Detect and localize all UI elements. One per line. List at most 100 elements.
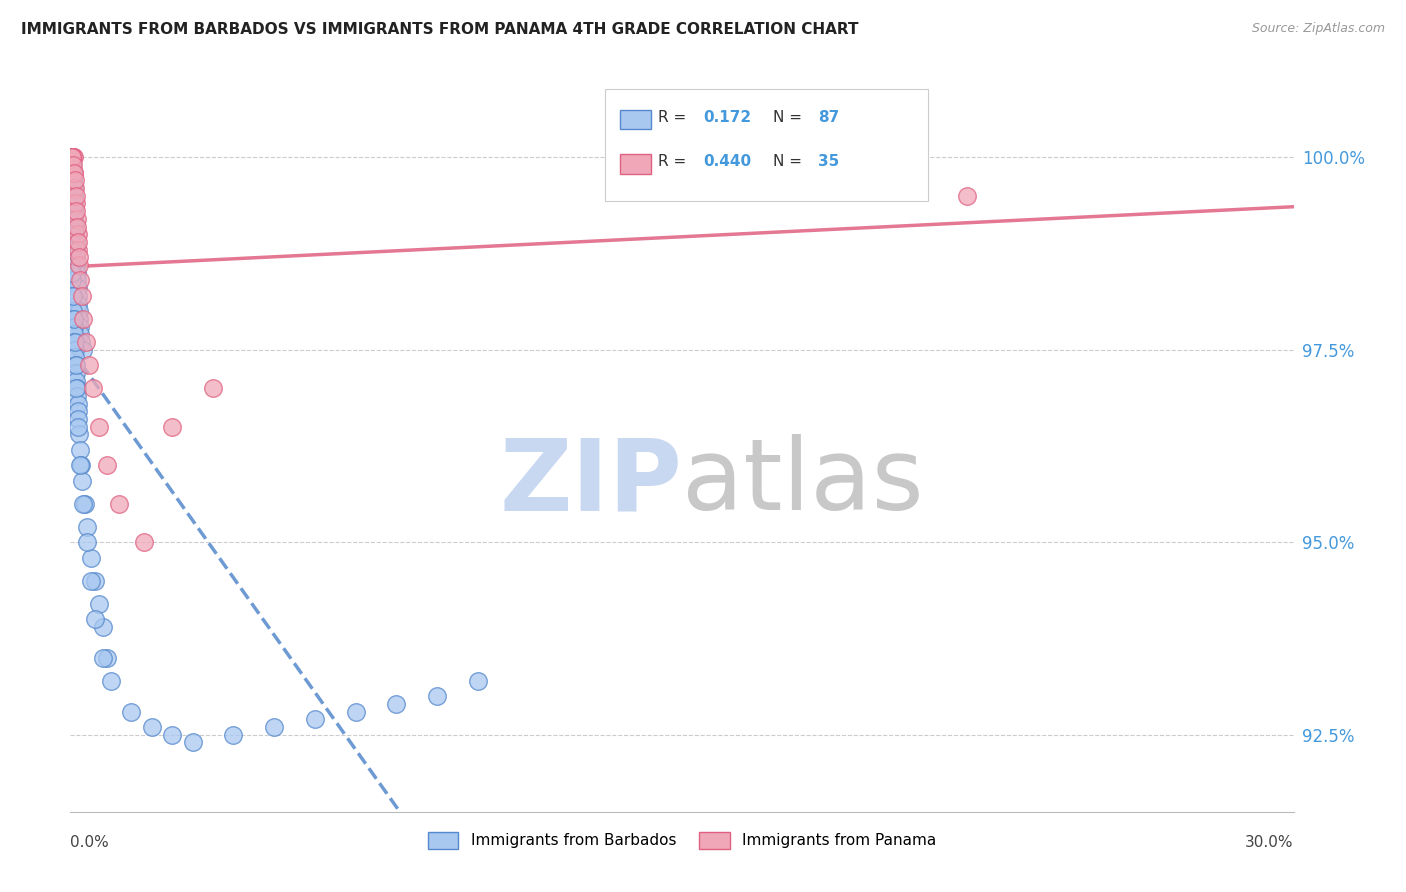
Point	[875, 150, 897, 164]
Point	[344, 705, 367, 719]
Point	[70, 474, 93, 488]
Point	[65, 204, 87, 219]
Point	[67, 243, 90, 257]
Point	[66, 389, 89, 403]
Point	[65, 381, 87, 395]
Point	[67, 235, 90, 249]
Point	[70, 289, 93, 303]
Point	[91, 620, 114, 634]
Point	[62, 312, 84, 326]
Point	[121, 705, 143, 719]
Point	[63, 196, 86, 211]
Point	[63, 227, 86, 242]
Point	[67, 251, 90, 265]
Point	[72, 312, 94, 326]
Point	[65, 251, 87, 265]
Point	[72, 343, 94, 357]
Point	[67, 404, 90, 418]
Point	[62, 166, 84, 180]
Point	[69, 319, 91, 334]
Point	[63, 173, 86, 187]
Point	[263, 720, 285, 734]
Point	[62, 289, 84, 303]
Point	[60, 150, 83, 164]
Point	[63, 204, 86, 219]
Text: 30.0%: 30.0%	[1246, 835, 1294, 850]
Point	[70, 458, 93, 473]
Point	[141, 720, 163, 734]
Point	[65, 358, 87, 372]
Point	[66, 227, 89, 242]
Point	[70, 334, 93, 349]
Text: Source: ZipAtlas.com: Source: ZipAtlas.com	[1251, 22, 1385, 36]
Point	[67, 304, 90, 318]
Point	[62, 319, 84, 334]
Text: R =: R =	[658, 154, 692, 169]
Point	[63, 334, 86, 349]
Point	[69, 273, 91, 287]
Text: atlas: atlas	[682, 434, 924, 531]
Point	[83, 612, 105, 626]
Point	[60, 150, 83, 164]
Point	[162, 419, 183, 434]
Point	[76, 535, 98, 549]
Point	[63, 211, 86, 226]
Point	[60, 150, 83, 164]
Point	[72, 497, 94, 511]
Point	[63, 166, 86, 180]
Point	[73, 497, 96, 511]
Point	[91, 650, 114, 665]
Point	[66, 211, 89, 226]
Point	[60, 166, 83, 180]
Point	[66, 397, 89, 411]
Point	[67, 289, 90, 303]
Point	[65, 243, 87, 257]
Point	[60, 266, 83, 280]
Point	[181, 735, 204, 749]
Point	[63, 312, 86, 326]
Point	[65, 235, 87, 249]
Point	[426, 690, 449, 704]
Point	[202, 381, 225, 395]
Point	[60, 158, 83, 172]
Point	[63, 334, 86, 349]
Point	[66, 273, 89, 287]
Point	[100, 673, 122, 688]
Point	[96, 650, 118, 665]
Point	[60, 150, 83, 164]
Point	[60, 227, 83, 242]
Point	[60, 243, 83, 257]
Point	[67, 296, 90, 310]
Point	[63, 181, 86, 195]
Point	[63, 219, 86, 234]
Point	[66, 219, 89, 234]
Text: N =: N =	[773, 110, 807, 125]
Point	[67, 412, 90, 426]
Point	[60, 273, 83, 287]
Point	[60, 289, 83, 303]
Point	[82, 381, 104, 395]
Point	[62, 181, 84, 195]
Point	[304, 712, 326, 726]
Point	[162, 728, 183, 742]
Text: 0.172: 0.172	[703, 110, 751, 125]
Point	[83, 574, 105, 588]
Point	[62, 304, 84, 318]
Point	[87, 597, 110, 611]
Text: IMMIGRANTS FROM BARBADOS VS IMMIGRANTS FROM PANAMA 4TH GRADE CORRELATION CHART: IMMIGRANTS FROM BARBADOS VS IMMIGRANTS F…	[21, 22, 859, 37]
Point	[60, 266, 83, 280]
Point	[60, 150, 83, 164]
Point	[132, 535, 155, 549]
Point	[62, 150, 84, 164]
Point	[67, 258, 90, 272]
Text: 0.440: 0.440	[703, 154, 751, 169]
Point	[69, 442, 91, 457]
Point	[96, 458, 118, 473]
Point	[63, 327, 86, 342]
Text: 87: 87	[818, 110, 839, 125]
Point	[87, 419, 110, 434]
Point	[65, 366, 87, 380]
Point	[66, 281, 89, 295]
Text: 0.0%: 0.0%	[70, 835, 110, 850]
Point	[69, 327, 91, 342]
